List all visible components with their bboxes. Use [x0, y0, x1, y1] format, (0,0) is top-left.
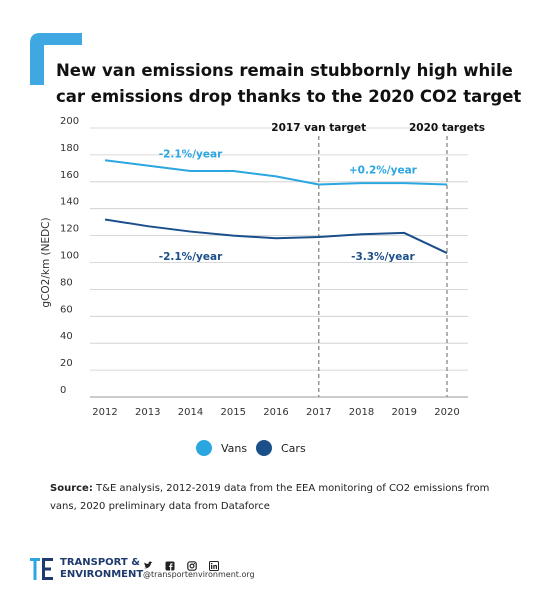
y-tick-label: 120: [60, 224, 79, 235]
x-tick-label: 2012: [92, 407, 117, 418]
te-logo-icon: [30, 558, 53, 580]
line-chart: 0 20 40 60 80 100 120 140 160 180 200 2012 2013 2014 2…: [40, 116, 485, 418]
rate-annotation: +0.2%/year: [349, 165, 418, 177]
legend-label-vans: Vans: [221, 441, 248, 455]
y-tick-label: 160: [60, 170, 79, 181]
x-tick-label: 2016: [263, 407, 288, 418]
x-tick-label: 2018: [349, 407, 374, 418]
twitter-icon[interactable]: [143, 556, 153, 569]
chart-title: New van emissions remain stubbornly high…: [56, 61, 522, 106]
y-tick-label: 60: [60, 304, 73, 315]
org-name-line2: ENVIRONMENT: [60, 569, 144, 580]
facebook-icon[interactable]: [165, 556, 175, 571]
legend-label-cars: Cars: [281, 441, 306, 455]
org-name-line1: TRANSPORT &: [60, 557, 140, 568]
instagram-icon[interactable]: [187, 556, 197, 571]
x-tick-label: 2014: [178, 407, 203, 418]
vans-swatch-icon: [196, 440, 212, 456]
target-line-label: 2020 targets: [409, 122, 485, 134]
rate-annotation: -2.1%/year: [159, 251, 223, 263]
x-tick-label: 2017: [306, 407, 331, 418]
social-links: [143, 556, 219, 571]
y-tick-label: 80: [60, 277, 73, 288]
axes: 0 20 40 60 80 100 120 140 160 180 200 2012 2013 2014 2…: [40, 116, 468, 418]
linkedin-icon[interactable]: [209, 556, 219, 571]
x-tick-label: 2020: [434, 407, 459, 418]
x-tick-label: 2015: [221, 407, 246, 418]
y-tick-label: 20: [60, 358, 73, 369]
source-label: Source:: [50, 483, 93, 494]
source-note: Source: T&E analysis, 2012-2019 data fro…: [50, 480, 500, 516]
y-tick-label: 200: [60, 116, 79, 127]
series-line-vans: [104, 159, 448, 186]
rate-annotation: -2.1%/year: [159, 149, 223, 161]
cars-swatch-icon: [256, 440, 272, 456]
target-lines: 2017 van target 2020 targets: [271, 122, 485, 397]
accent-corner-mark: [30, 33, 82, 85]
rate-annotation: -3.3%/year: [351, 251, 415, 263]
y-tick-label: 0: [60, 385, 66, 396]
y-tick-label: 180: [60, 143, 79, 154]
x-tick-label: 2019: [392, 407, 417, 418]
y-tick-label: 100: [60, 251, 79, 262]
series-line-cars: [104, 218, 448, 254]
website-handle: @transportenvironment.org: [143, 570, 255, 579]
source-text: T&E analysis, 2012-2019 data from the EE…: [50, 483, 490, 512]
y-tick-label: 140: [60, 197, 79, 208]
target-line-label: 2017 van target: [271, 122, 366, 134]
legend-item-vans: Vans: [196, 440, 247, 456]
legend-item-cars: Cars: [256, 440, 306, 456]
series: [104, 159, 448, 254]
y-tick-label: 40: [60, 331, 73, 342]
x-tick-label: 2013: [135, 407, 160, 418]
y-axis-label: gCO2/km (NEDC): [40, 217, 52, 307]
legend: Vans Cars: [0, 440, 550, 460]
org-name: TRANSPORT & ENVIRONMENT: [60, 557, 143, 581]
footer: TRANSPORT & ENVIRONMENT @transportenviro…: [30, 556, 330, 586]
annotations: -2.1%/year +0.2%/year -2.1%/year -3.3%/year: [159, 149, 418, 263]
